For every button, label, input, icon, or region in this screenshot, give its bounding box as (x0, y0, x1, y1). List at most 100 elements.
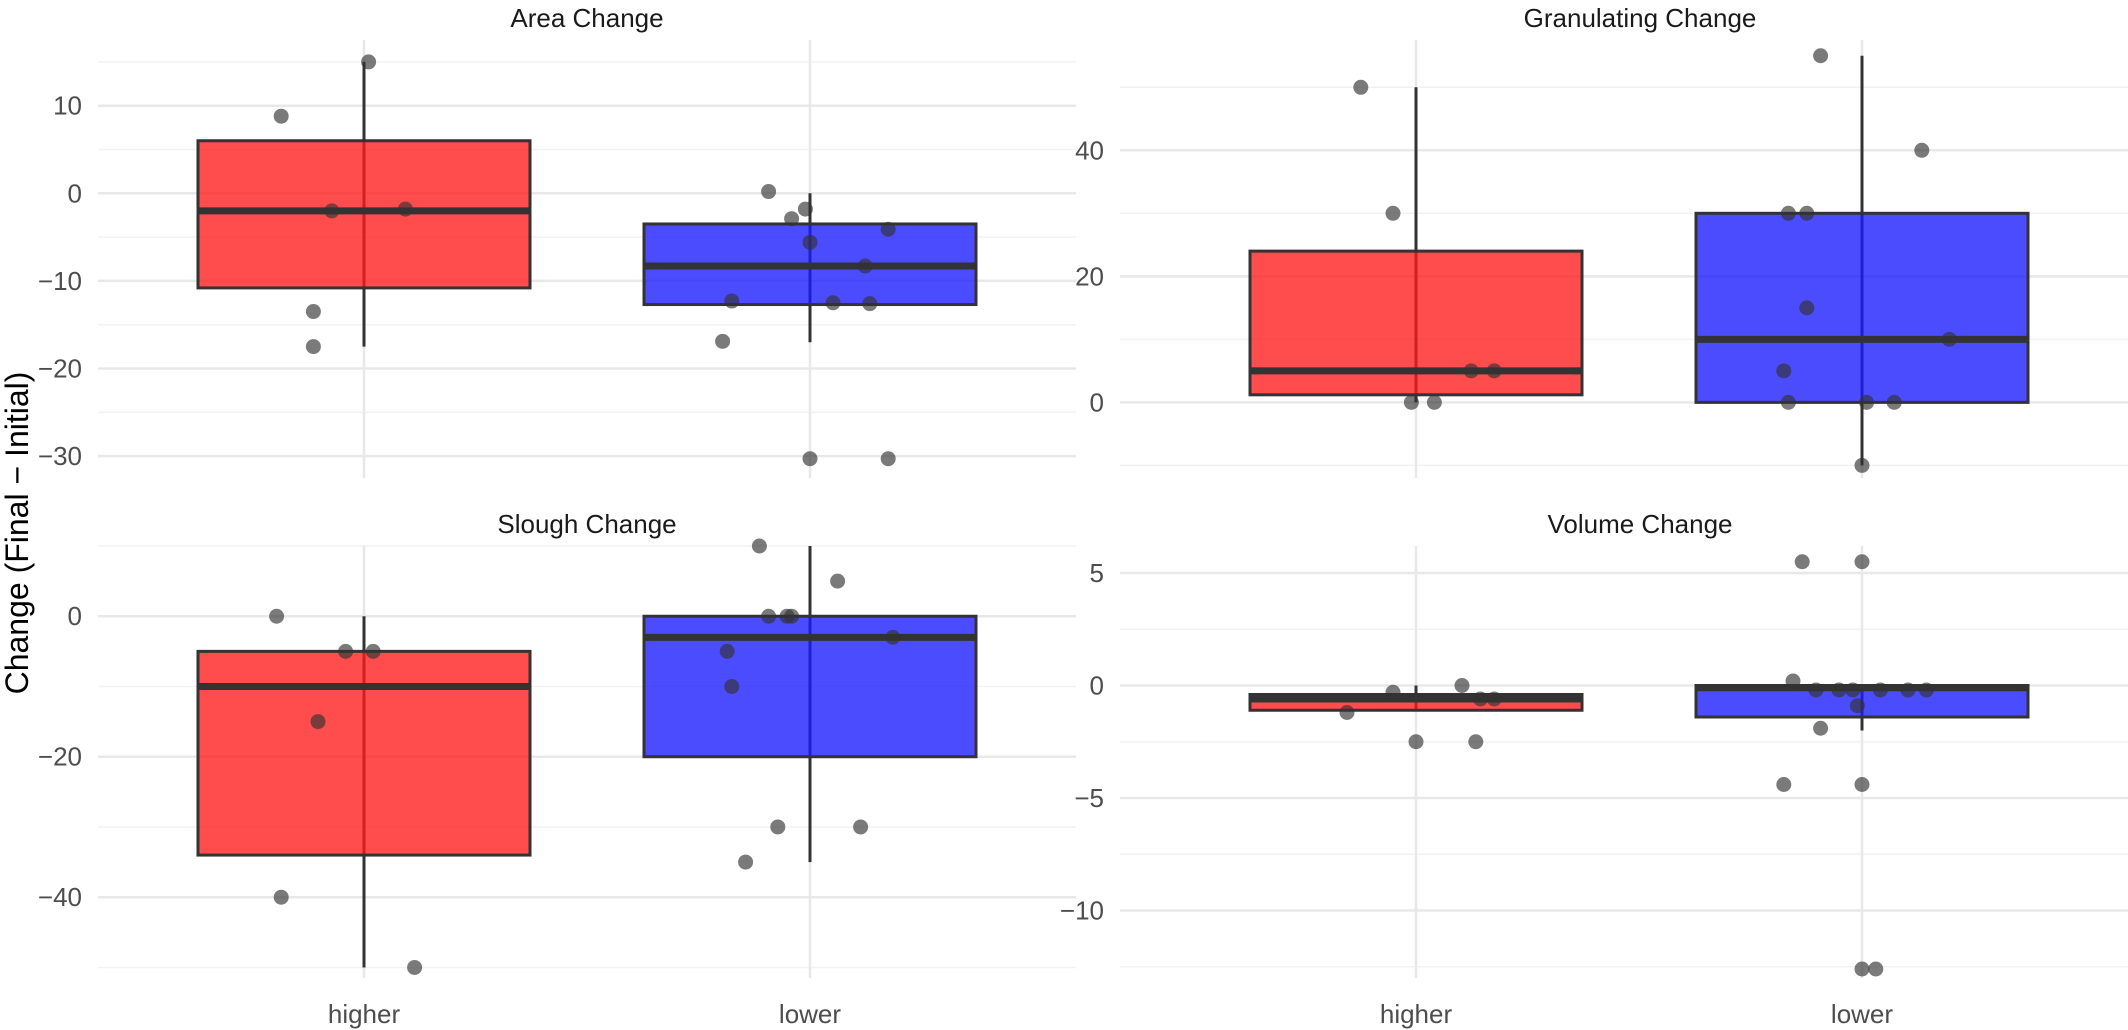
y-tick-label: 0 (1090, 671, 1104, 701)
data-point (407, 959, 423, 975)
y-tick-label: 20 (1075, 261, 1104, 291)
x-tick-label: lower (1831, 999, 1893, 1029)
data-point (724, 293, 740, 309)
data-point (1872, 682, 1888, 698)
x-tick-label: lower (779, 999, 841, 1029)
data-point (1385, 684, 1401, 700)
data-point (1813, 48, 1829, 64)
data-point (1845, 682, 1861, 698)
data-point (1831, 682, 1847, 698)
data-point (751, 538, 767, 554)
data-point (1486, 363, 1502, 379)
data-point (761, 184, 777, 200)
data-point (397, 201, 413, 217)
data-point (1849, 698, 1865, 714)
data-point (770, 819, 786, 835)
data-point (857, 258, 873, 274)
box-lower (1694, 211, 2030, 404)
data-point (1463, 363, 1479, 379)
box-higher (196, 649, 532, 857)
data-point (1918, 682, 1934, 698)
data-point (1886, 394, 1902, 410)
data-point (880, 451, 896, 467)
panel-3: 0 −20 −40 Slough Change (38, 509, 1076, 978)
data-point (1859, 394, 1875, 410)
y-tick-label: 40 (1075, 135, 1104, 165)
data-point (1403, 394, 1419, 410)
data-point (1454, 678, 1470, 693)
data-point (784, 608, 800, 624)
data-point (1426, 394, 1442, 410)
data-point (305, 339, 321, 355)
data-point (1914, 142, 1930, 158)
panel-title: Granulating Change (1524, 3, 1757, 33)
data-point (802, 234, 818, 250)
y-tick-label: −5 (1074, 783, 1104, 813)
x-tick-label: higher (1380, 999, 1453, 1029)
data-point (1785, 673, 1801, 689)
y-tick-label: 10 (53, 91, 82, 121)
data-point (1813, 720, 1829, 736)
y-tick-label: 0 (1090, 387, 1104, 417)
data-point (1900, 682, 1916, 698)
data-point (1868, 961, 1884, 977)
data-point (719, 643, 735, 659)
data-point (1941, 331, 1957, 347)
data-point (1780, 205, 1796, 221)
data-point (305, 304, 321, 320)
data-point (1854, 554, 1870, 570)
panel-title: Slough Change (497, 509, 676, 539)
x-tick-label: higher (328, 999, 401, 1029)
data-point (784, 211, 800, 227)
data-point (853, 819, 869, 835)
data-point (715, 333, 731, 349)
data-point (885, 629, 901, 645)
y-tick-label: −20 (38, 742, 82, 772)
data-point (1486, 691, 1502, 707)
data-point (1780, 394, 1796, 410)
data-point (365, 643, 381, 659)
data-point (825, 295, 841, 311)
data-point (880, 221, 896, 237)
data-point (1385, 205, 1401, 221)
panel-title: Volume Change (1547, 509, 1732, 539)
data-point (1799, 300, 1815, 316)
y-tick-label: −30 (38, 441, 82, 471)
panel-2: 40 20 0 Granulating Change (1075, 3, 2128, 478)
data-point (273, 889, 289, 905)
data-point (324, 203, 340, 219)
y-axis-title: Change (Final − Initial) (0, 372, 35, 695)
data-point (1776, 777, 1792, 792)
data-point (830, 573, 846, 589)
data-point (1353, 79, 1369, 95)
data-point (761, 608, 777, 624)
data-point (269, 608, 285, 624)
y-tick-label: 5 (1090, 558, 1104, 588)
y-tick-label: 0 (68, 601, 82, 631)
y-tick-label: −20 (38, 354, 82, 384)
data-point (310, 714, 326, 730)
panel-4: 5 0 −5 −10 Volume Change (1060, 509, 2128, 978)
data-point (1794, 554, 1810, 570)
data-point (862, 296, 878, 312)
data-point (1468, 734, 1484, 750)
y-tick-label: −40 (38, 882, 82, 912)
data-point (1854, 961, 1870, 977)
data-point (1339, 705, 1355, 720)
data-point (738, 854, 754, 870)
panel-1: 10 0 −10 −20 −30 Area Change (38, 3, 1076, 478)
data-point (1808, 682, 1824, 698)
data-point (1854, 457, 1870, 473)
data-point (1776, 363, 1792, 379)
data-point (802, 451, 818, 467)
y-tick-label: −10 (38, 266, 82, 296)
data-point (361, 54, 377, 70)
data-point (1472, 691, 1488, 707)
data-point (273, 108, 289, 124)
y-tick-label: 0 (68, 178, 82, 208)
data-point (1408, 734, 1424, 750)
data-point (338, 643, 354, 659)
data-point (724, 678, 740, 694)
